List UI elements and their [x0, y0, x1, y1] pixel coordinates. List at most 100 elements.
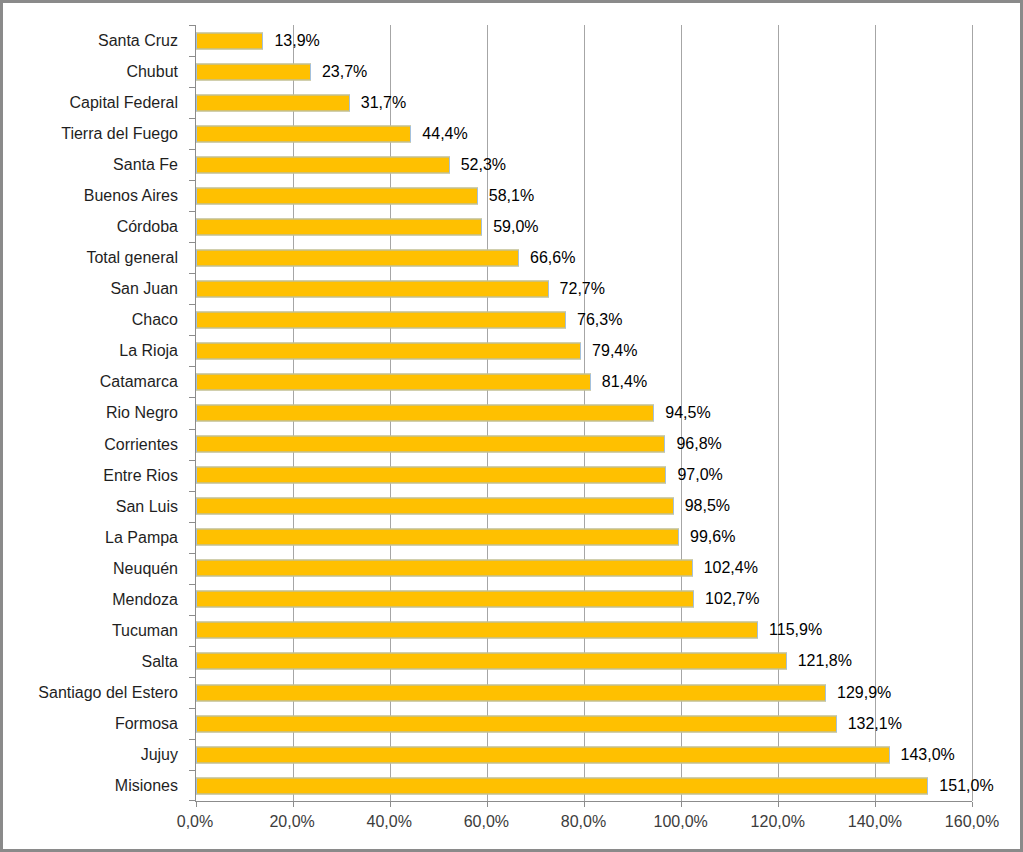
- bar-row: 115,9%: [196, 615, 972, 646]
- category-tick-mark: [189, 460, 196, 461]
- bar-row: 132,1%: [196, 708, 972, 739]
- bar-row: 121,8%: [196, 646, 972, 677]
- category-label: Chaco: [9, 305, 187, 336]
- bar[interactable]: [196, 436, 665, 453]
- value-label: 96,8%: [676, 435, 721, 453]
- category-label: Chubut: [9, 56, 187, 87]
- category-tick-mark: [189, 646, 196, 647]
- value-axis-tick-labels: 0,0%20,0%40,0%60,0%80,0%100,0%120,0%140,…: [195, 813, 972, 837]
- bar-row: 98,5%: [196, 491, 972, 522]
- category-label: Santa Fe: [9, 149, 187, 180]
- value-label: 94,5%: [665, 404, 710, 422]
- bar[interactable]: [196, 684, 826, 701]
- category-label: Mendoza: [9, 584, 187, 615]
- value-label: 102,4%: [704, 559, 758, 577]
- bar-row: 79,4%: [196, 335, 972, 366]
- category-label: Buenos Aires: [9, 180, 187, 211]
- bar[interactable]: [196, 777, 928, 794]
- bar[interactable]: [196, 622, 758, 639]
- bar[interactable]: [196, 32, 263, 49]
- category-tick-mark: [189, 87, 196, 88]
- value-tick-label: 40,0%: [367, 813, 412, 831]
- value-label: 23,7%: [322, 63, 367, 81]
- value-label: 31,7%: [361, 94, 406, 112]
- bar[interactable]: [196, 125, 411, 142]
- bar[interactable]: [196, 187, 478, 204]
- bar-row: 102,4%: [196, 553, 972, 584]
- value-tick-label: 80,0%: [561, 813, 606, 831]
- plot-area: 13,9%23,7%31,7%44,4%52,3%58,1%59,0%66,6%…: [195, 25, 972, 802]
- category-tick-mark: [189, 491, 196, 492]
- bar-row: 96,8%: [196, 429, 972, 460]
- bar[interactable]: [196, 529, 679, 546]
- category-tick-mark: [189, 118, 196, 119]
- category-label: Tierra del Fuego: [9, 118, 187, 149]
- category-tick-mark: [189, 211, 196, 212]
- category-label: Jujuy: [9, 740, 187, 771]
- bar[interactable]: [196, 342, 581, 359]
- bar[interactable]: [196, 405, 654, 422]
- category-label: Rio Negro: [9, 398, 187, 429]
- bar[interactable]: [196, 498, 674, 515]
- bar-row: 76,3%: [196, 304, 972, 335]
- bar-row: 52,3%: [196, 149, 972, 180]
- category-tick-mark: [189, 800, 196, 801]
- category-tick-mark: [189, 522, 196, 523]
- value-label: 66,6%: [530, 249, 575, 267]
- value-tick-label: 60,0%: [464, 813, 509, 831]
- value-tick-label: 100,0%: [653, 813, 707, 831]
- category-tick-mark: [189, 677, 196, 678]
- bar-row: 31,7%: [196, 87, 972, 118]
- bar[interactable]: [196, 94, 350, 111]
- value-tick-mark: [584, 802, 585, 807]
- value-label: 72,7%: [560, 280, 605, 298]
- bar-row: 102,7%: [196, 584, 972, 615]
- category-tick-mark: [189, 397, 196, 398]
- bar[interactable]: [196, 311, 566, 328]
- bar[interactable]: [196, 63, 311, 80]
- bar-row: 99,6%: [196, 522, 972, 553]
- bar[interactable]: [196, 374, 591, 391]
- category-label: Catamarca: [9, 367, 187, 398]
- value-tick-label: 160,0%: [945, 813, 999, 831]
- bar-row: 72,7%: [196, 273, 972, 304]
- value-label: 115,9%: [769, 621, 822, 639]
- category-tick-mark: [189, 149, 196, 150]
- value-tick-mark: [681, 802, 682, 807]
- category-tick-mark: [189, 56, 196, 57]
- bar[interactable]: [196, 746, 890, 763]
- category-label: Total general: [9, 243, 187, 274]
- bar[interactable]: [196, 218, 482, 235]
- bar[interactable]: [196, 249, 519, 266]
- category-tick-mark: [189, 584, 196, 585]
- bar-row: 13,9%: [196, 25, 972, 56]
- bar[interactable]: [196, 156, 450, 173]
- bar-row: 129,9%: [196, 677, 972, 708]
- bar[interactable]: [196, 280, 549, 297]
- value-tick-mark: [196, 802, 197, 807]
- bar[interactable]: [196, 591, 694, 608]
- value-tick-label: 0,0%: [177, 813, 213, 831]
- bar[interactable]: [196, 467, 666, 484]
- bar-row: 81,4%: [196, 367, 972, 398]
- bar[interactable]: [196, 653, 787, 670]
- value-label: 52,3%: [461, 156, 506, 174]
- category-label: San Juan: [9, 274, 187, 305]
- value-label: 102,7%: [705, 590, 759, 608]
- category-tick-mark: [189, 273, 196, 274]
- value-label: 121,8%: [798, 652, 852, 670]
- bar[interactable]: [196, 715, 837, 732]
- category-tick-mark: [189, 739, 196, 740]
- category-tick-mark: [189, 335, 196, 336]
- bar[interactable]: [196, 560, 693, 577]
- bar-row: 23,7%: [196, 56, 972, 87]
- value-label: 13,9%: [274, 32, 319, 50]
- value-label: 79,4%: [592, 342, 637, 360]
- bar-row: 143,0%: [196, 739, 972, 770]
- value-label: 59,0%: [493, 218, 538, 236]
- value-label: 98,5%: [685, 497, 730, 515]
- value-label: 58,1%: [489, 187, 534, 205]
- category-label: Neuquén: [9, 553, 187, 584]
- value-tick-label: 20,0%: [269, 813, 314, 831]
- value-tick-mark: [487, 802, 488, 807]
